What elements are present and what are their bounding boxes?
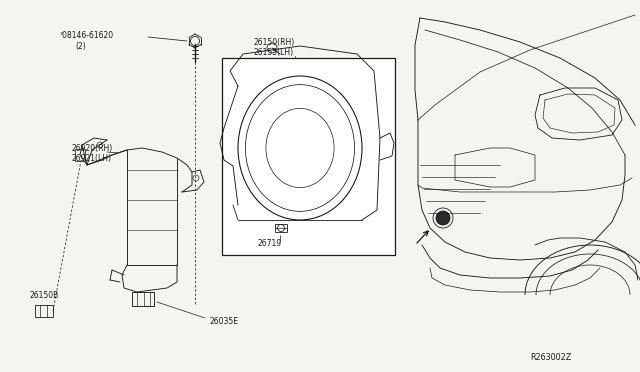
Text: 26719: 26719 <box>258 238 282 247</box>
Bar <box>75 149 85 161</box>
Text: R263002Z: R263002Z <box>530 353 572 362</box>
Bar <box>275 224 287 232</box>
Text: 26150B: 26150B <box>30 291 60 299</box>
Bar <box>132 292 154 306</box>
Text: 26150(RH): 26150(RH) <box>253 38 294 46</box>
Circle shape <box>436 211 450 225</box>
Bar <box>35 305 53 317</box>
Text: (2): (2) <box>75 42 86 51</box>
Bar <box>222 58 395 255</box>
Text: 26920(RH): 26920(RH) <box>72 144 113 153</box>
Text: 26155(LH): 26155(LH) <box>253 48 293 57</box>
Text: 26921(LH): 26921(LH) <box>72 154 112 163</box>
Text: ³08146-61620: ³08146-61620 <box>60 31 114 39</box>
Text: 26035E: 26035E <box>210 317 239 327</box>
